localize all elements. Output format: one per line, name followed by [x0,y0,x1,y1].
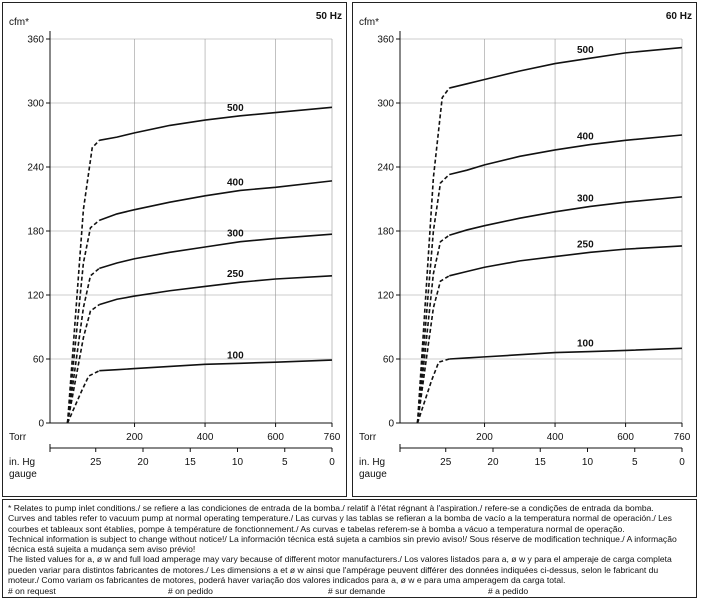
hg-tick-label: 5 [282,457,288,468]
y-tick-label: 360 [377,35,394,46]
series-label: 100 [577,339,594,350]
series-300-dashed [416,234,450,424]
y-tick-label: 180 [377,227,394,238]
series-400-line [98,180,333,222]
x-tick-label: 200 [476,432,493,443]
series-400-line [449,134,683,176]
x-tick-label: 760 [324,432,341,443]
series-400-dashed [416,173,450,424]
y-tick-label: 300 [27,99,44,110]
hg-axis-title-line2: gauge [359,469,387,480]
series-400-dashed [66,219,100,424]
series-250-dashed [416,275,450,424]
series-500-line [99,106,333,142]
series-250-dashed [66,303,100,424]
chart-title: 60 Hz [666,11,692,22]
hg-axis-title-line2: gauge [9,469,37,480]
legend-item-fr: # sur demande [328,586,386,597]
x-tick-label: 600 [267,432,284,443]
hg-tick-label: 15 [185,457,197,468]
series-300-dashed [66,267,100,424]
hg-tick-label: 10 [582,457,594,468]
chart-title: 50 Hz [316,11,342,22]
legend-item-en: # on request [8,586,56,597]
y-tick-label: 180 [27,227,44,238]
x-axis-title: Torr [359,432,377,443]
y-tick-label: 240 [27,163,44,174]
legend-item-es: # on pedido [168,586,213,597]
y-tick-label: 120 [377,291,394,302]
legend-item-pt: # a pedido [488,586,529,597]
series-500-line [449,46,683,89]
series-label: 500 [227,103,244,114]
x-tick-label: 400 [197,432,214,443]
series-100-line [99,359,333,372]
chart-panel-50hz: 0 60 120 180 240 300 360 200 400 600 760 cfm* Torr 50… [2,2,347,497]
series-label: 250 [577,239,594,250]
series-label: 500 [577,45,594,56]
note-temperature: Curves and tables refer to vacuum pump a… [8,513,672,534]
series-500-dashed [66,139,100,424]
y-tick-label: 120 [27,291,44,302]
series-250-line [99,275,333,306]
series-300-line [99,233,333,270]
series-label: 400 [227,177,244,188]
hg-tick-label: 10 [232,457,244,468]
hg-tick-label: 5 [632,457,638,468]
y-axis-title: cfm* [9,17,29,28]
hg-tick-label: 15 [535,457,547,468]
series-label: 300 [227,229,244,240]
request-legend: # on request # on pedido # sur demande #… [8,586,691,596]
y-tick-label: 0 [38,419,44,430]
note-technical: Technical information is subject to chan… [8,533,677,555]
y-tick-label: 300 [377,99,394,110]
hg-axis-title: in. Hg [9,457,35,468]
series-100-dashed [416,358,450,424]
chart-panel-60hz: 0 60 120 180 240 300 360 200 400 600 760 cfm* Torr 60… [352,2,697,497]
hg-tick-label: 25 [440,457,452,468]
y-axis-title: cfm* [359,17,379,28]
hg-tick-label: 0 [329,457,335,468]
footnotes: * Relates to pump inlet conditions./ se … [2,499,697,598]
hg-tick-label: 20 [137,457,149,468]
y-tick-label: 60 [33,355,45,366]
series-300-line [449,196,683,237]
hg-tick-label: 20 [487,457,499,468]
series-label: 400 [577,132,594,143]
series-250-line [449,245,683,277]
x-tick-label: 760 [674,432,691,443]
hg-axis-title: in. Hg [359,457,385,468]
y-tick-label: 240 [377,163,394,174]
y-tick-label: 360 [27,35,44,46]
series-label: 300 [577,193,594,204]
x-tick-label: 600 [617,432,634,443]
x-axis-title: Torr [9,432,27,443]
note-inlet: * Relates to pump inlet conditions./ se … [8,503,654,513]
series-label: 100 [227,350,244,361]
series-label: 250 [227,269,244,280]
x-tick-label: 200 [126,432,143,443]
note-motor: The listed values for a, ø w and full lo… [8,554,672,586]
hg-tick-label: 0 [679,457,685,468]
series-500-dashed [416,87,450,424]
x-tick-label: 400 [547,432,564,443]
y-tick-label: 0 [388,419,394,430]
series-100-line [449,347,683,360]
y-tick-label: 60 [383,355,395,366]
hg-tick-label: 25 [90,457,102,468]
